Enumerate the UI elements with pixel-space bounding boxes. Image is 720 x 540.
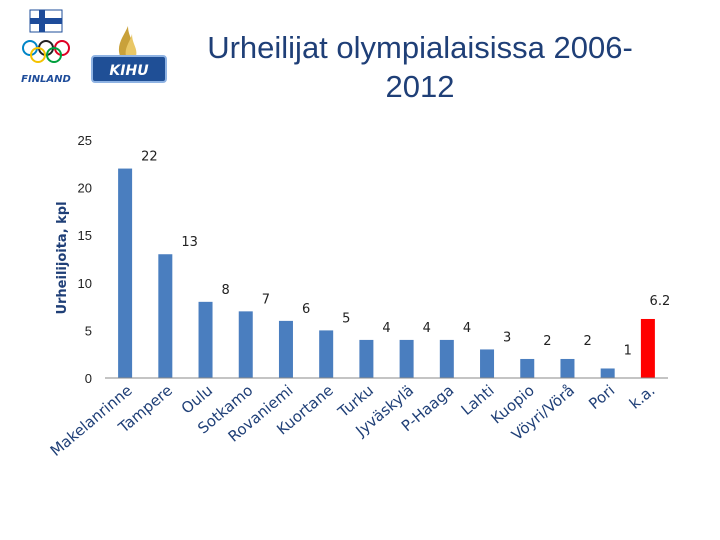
- data-label: 2: [543, 334, 551, 349]
- bars: [118, 168, 655, 378]
- data-label: 7: [262, 292, 270, 307]
- svg-text:FINLAND: FINLAND: [21, 74, 71, 85]
- bar-8: [439, 339, 454, 378]
- bar-6: [359, 339, 374, 378]
- y-tick-label: 15: [78, 228, 92, 243]
- y-tick-label: 25: [78, 133, 92, 148]
- page-title: Urheilijat olympialaisissa 2006- 2012: [180, 28, 660, 106]
- data-label: 3: [503, 330, 511, 345]
- svg-text:KIHU: KIHU: [109, 63, 149, 79]
- bar-13: [640, 318, 655, 378]
- y-tick-label: 10: [78, 276, 92, 291]
- bar-3: [238, 311, 253, 378]
- bar-2: [198, 301, 213, 378]
- data-label: 1: [624, 343, 632, 358]
- bar-10: [520, 358, 535, 378]
- category-label: k.a.: [626, 381, 659, 412]
- data-label: 13: [181, 235, 198, 250]
- bar-1: [158, 254, 173, 378]
- y-tick-label: 20: [78, 181, 92, 196]
- category-label: Pori: [585, 381, 618, 413]
- bar-0: [118, 168, 133, 378]
- data-label: 22: [141, 150, 158, 165]
- data-label: 6.2: [650, 294, 671, 309]
- data-label: 4: [463, 321, 471, 336]
- data-label: 6: [302, 302, 310, 317]
- y-tick-label: 0: [85, 371, 92, 386]
- data-label: 4: [423, 321, 431, 336]
- bar-11: [560, 358, 575, 378]
- bar-7: [399, 339, 414, 378]
- kihu-logo: KIHU: [90, 22, 168, 86]
- data-label: 2: [583, 334, 591, 349]
- data-label: 4: [382, 321, 390, 336]
- title-line-2: 2012: [385, 69, 455, 104]
- data-label: 8: [222, 283, 230, 298]
- y-axis-title: Urheilijoita, kpl: [55, 201, 70, 314]
- title-line-1: Urheilijat olympialaisissa 2006-: [207, 30, 633, 65]
- bar-12: [600, 368, 615, 378]
- finland-olympic-logo: FINLAND: [12, 8, 80, 86]
- y-tick-label: 5: [85, 323, 92, 338]
- y-axis: 0 5 10 15 20 25: [78, 133, 92, 386]
- bar-9: [480, 349, 495, 378]
- bar-4: [278, 320, 293, 378]
- data-label: 5: [342, 311, 350, 326]
- bar-5: [319, 330, 334, 378]
